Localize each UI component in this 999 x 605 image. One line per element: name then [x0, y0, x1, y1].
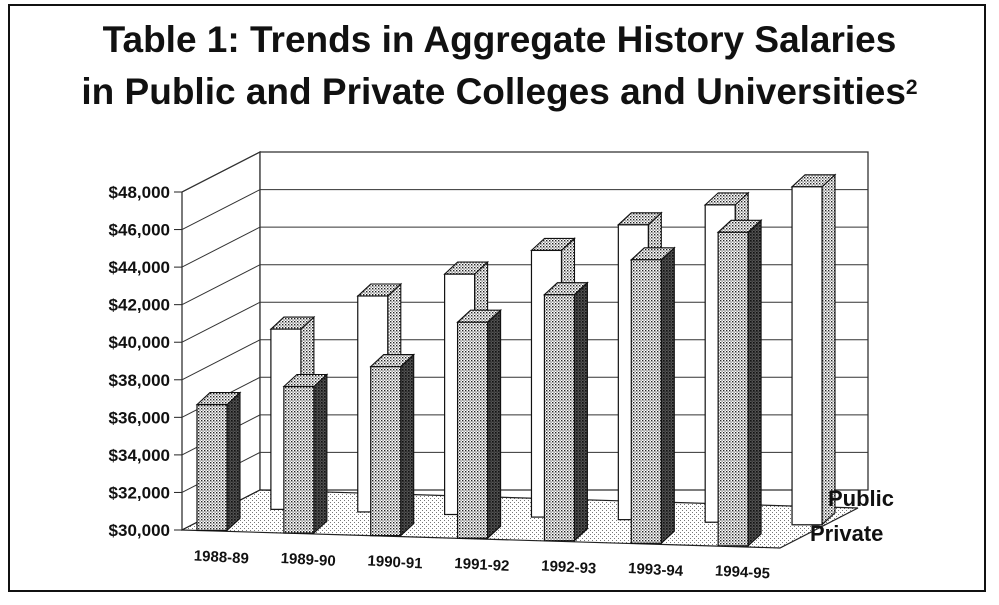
series-axis-labels: Public Private: [810, 486, 894, 546]
bar-side: [821, 173, 836, 527]
chart-title-line1: Table 1: Trends in Aggregate History Sal…: [102, 19, 897, 60]
x-tick-label: 1988-89: [193, 548, 249, 568]
bar-front: [196, 404, 228, 532]
y-tick-label: $42,000: [109, 296, 170, 315]
bar-private-1991-92: [456, 308, 503, 540]
bar-front: [370, 365, 402, 537]
bar-side: [226, 391, 241, 532]
y-tick-label: $48,000: [109, 183, 170, 202]
x-tick-label: 1991-92: [454, 555, 510, 575]
bar-side: [747, 219, 762, 548]
x-tick-label: 1992-93: [541, 558, 597, 578]
bar-side: [313, 373, 328, 535]
y-tick-label: $32,000: [109, 483, 170, 502]
x-tick-label: 1994-95: [715, 563, 771, 583]
bar-front: [630, 259, 662, 544]
gridline: [181, 151, 868, 193]
bar-side: [573, 281, 588, 542]
bar-public-1994-95: [790, 173, 837, 527]
gridline: [181, 189, 868, 231]
y-axis: $48,000 $46,000 $44,000 $42,000 $40,000 $38,0…: [109, 183, 182, 540]
bar-front: [283, 385, 315, 534]
bar-side: [487, 308, 502, 540]
y-tick-label: $34,000: [109, 446, 170, 465]
bar-front: [456, 321, 489, 539]
bar-private-1993-94: [629, 246, 676, 545]
series-label-private: Private: [810, 521, 883, 546]
chart-title-line2: in Public and Private Colleges and Unive…: [81, 71, 918, 112]
y-tick-label: $30,000: [109, 521, 170, 540]
bar-front: [543, 294, 576, 542]
bar-private-1988-89: [195, 391, 242, 532]
private-series: [195, 219, 763, 548]
y-tick-label: $38,000: [109, 371, 170, 390]
y-tick-label: $46,000: [109, 221, 170, 240]
gridline: [181, 226, 868, 268]
bar-side: [660, 246, 675, 545]
x-tick-label: 1989-90: [280, 550, 336, 570]
bar-private-1989-90: [282, 373, 329, 535]
bar-private-1990-91: [369, 353, 416, 537]
y-tick-label: $40,000: [109, 333, 170, 352]
bar-private-1994-95: [716, 219, 763, 548]
y-tick-label: $36,000: [109, 408, 170, 427]
y-tick-label: $44,000: [109, 258, 170, 277]
x-tick-label: 1993-94: [628, 560, 685, 580]
bar-front: [791, 186, 823, 526]
x-axis: 1988-89 1989-90 1990-91 1991-92 1992-93 1993-…: [193, 548, 770, 583]
bar-private-1992-93: [542, 281, 589, 542]
bar-side: [400, 353, 415, 537]
title-superscript: 2: [905, 76, 918, 99]
series-label-public: Public: [828, 486, 894, 511]
bar-front: [717, 231, 749, 547]
x-tick-label: 1990-91: [367, 553, 423, 573]
